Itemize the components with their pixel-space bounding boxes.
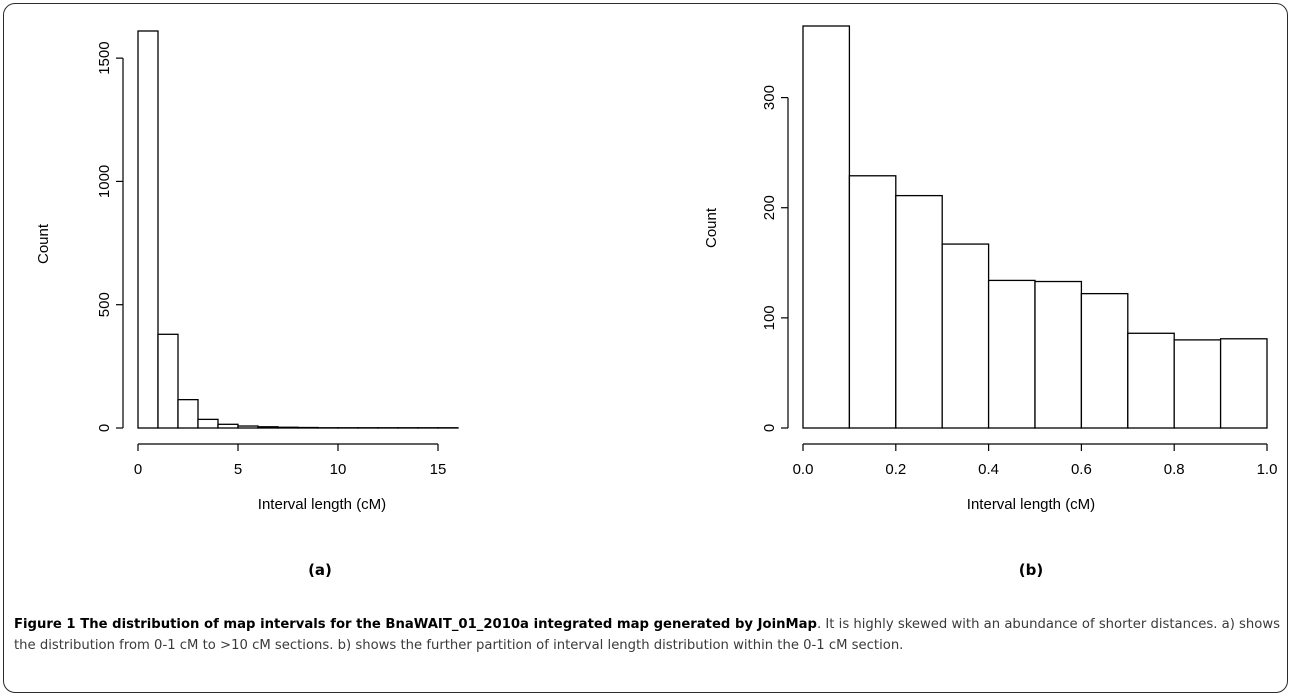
bars-a [137, 30, 459, 429]
histogram-a: 0 5 10 15 0 500 1000 1500 Interval length (cM)… [35, 30, 459, 579]
bar-b-3 [941, 243, 990, 429]
y-tick-label-b-1: 100 [761, 305, 778, 330]
y-axis-label-a: Count [35, 223, 52, 264]
figure-frame [3, 3, 1288, 693]
bar-b-4 [987, 279, 1036, 429]
bar-a-4 [217, 423, 239, 429]
bar-a-0 [137, 30, 159, 429]
x-tick-label-b-4: 0.8 [1164, 461, 1185, 478]
x-tick-label-b-1: 0.2 [885, 461, 906, 478]
x-tick-label-b-5: 1.0 [1257, 461, 1278, 478]
y-tick-label-b-0: 0 [761, 424, 778, 432]
y-axis-label-b: Count [703, 207, 720, 248]
x-tick-label-a-1: 5 [234, 461, 242, 478]
histogram-b: 0.0 0.2 0.4 0.6 0.8 1.0 0 100 200 300 Interval l… [703, 25, 1278, 579]
x-axis-a: 0 5 10 15 [134, 443, 447, 478]
x-axis-label-b: Interval length (cM) [967, 496, 1095, 513]
figure-caption: Figure 1 The distribution of map interva… [14, 614, 1280, 656]
y-axis-a: 0 500 1000 1500 [96, 41, 124, 432]
caption-body: . It is highly skewed with an abundance … [14, 617, 1281, 653]
panel-label-a: (a) [308, 561, 332, 579]
bar-b-9 [1219, 338, 1268, 429]
bar-b-8 [1173, 339, 1222, 429]
bar-a-6 [257, 426, 279, 429]
bar-b-1 [848, 175, 897, 429]
x-tick-label-a-3: 15 [430, 461, 447, 478]
x-axis-b: 0.0 0.2 0.4 0.6 0.8 1.0 [793, 443, 1278, 478]
y-tick-label-a-0: 0 [96, 424, 113, 432]
x-tick-label-b-2: 0.4 [978, 461, 999, 478]
bar-a-3 [197, 418, 219, 429]
bar-b-2 [895, 194, 943, 429]
x-tick-label-a-2: 10 [330, 461, 347, 478]
x-tick-label-b-3: 0.6 [1071, 461, 1092, 478]
panel-label-b: (b) [1019, 561, 1043, 579]
x-axis-label-a: Interval length (cM) [258, 496, 386, 513]
y-tick-label-b-3: 300 [761, 85, 778, 110]
x-tick-label-a-0: 0 [134, 461, 142, 478]
bars-b [802, 25, 1268, 429]
y-tick-label-a-1: 500 [96, 292, 113, 317]
y-tick-label-a-2: 1000 [96, 165, 113, 198]
y-tick-label-b-2: 200 [761, 195, 778, 220]
bar-b-6 [1080, 292, 1129, 429]
x-tick-label-b-0: 0.0 [793, 461, 814, 478]
bar-b-5 [1034, 280, 1083, 429]
y-tick-label-a-3: 1500 [96, 41, 113, 74]
bar-a-1 [157, 333, 179, 429]
bar-b-0 [802, 25, 851, 429]
bar-b-7 [1127, 332, 1175, 429]
caption-title: Figure 1 The distribution of map interva… [14, 617, 817, 632]
bar-a-5 [237, 425, 259, 429]
bar-a-7 [277, 426, 299, 429]
y-axis-b: 0 100 200 300 [761, 85, 789, 432]
bar-a-2 [177, 398, 199, 429]
